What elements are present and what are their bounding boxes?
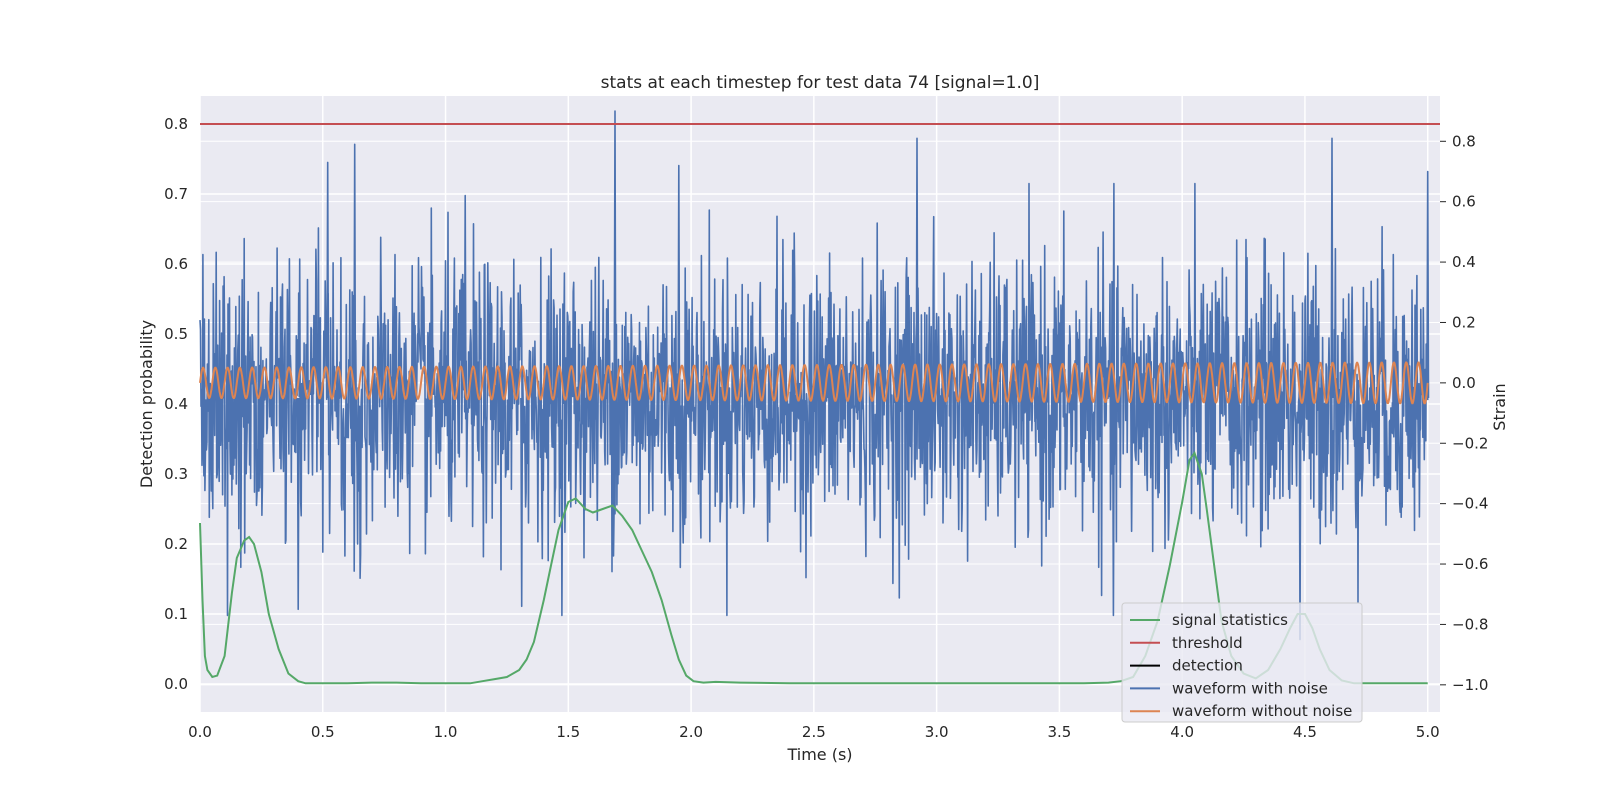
y-tick-label: 0.6: [164, 255, 188, 273]
x-tick-label: 2.5: [802, 723, 826, 741]
y-tick-label: 0.0: [164, 675, 188, 693]
y2-tick-label: 0.0: [1452, 374, 1476, 392]
y-tick-label: 0.2: [164, 535, 188, 553]
series-waveform-with-noise: [199, 110, 1430, 641]
left-axis: 0.0 0.1 0.2 0.3 0.4 0.5 0.6 0.7 0.8: [164, 115, 188, 693]
y-tick-label: 0.4: [164, 395, 188, 413]
bottom-axis: 0.0 0.5 1.0 1.5 2.0 2.5 3.0 3.5 4.0 4.5 5.0: [188, 723, 1440, 741]
x-tick-label: 1.0: [434, 723, 458, 741]
y-axis-label: Detection probability: [137, 320, 156, 488]
y-tick-label: 0.1: [164, 605, 188, 623]
y-tick-label: 0.3: [164, 465, 188, 483]
y-tick-label: 0.7: [164, 185, 188, 203]
y2-tick-label: −0.4: [1452, 495, 1488, 513]
chart-title: stats at each timestep for test data 74 …: [601, 73, 1040, 93]
x-tick-label: 0.0: [188, 723, 212, 741]
right-axis: −1.0 −0.8 −0.6 −0.4 −0.2 0.0 0.2 0.4 0.6 0.8: [1440, 132, 1488, 694]
legend-label: waveform without noise: [1172, 702, 1352, 720]
y2-tick-label: −0.2: [1452, 434, 1488, 452]
x-tick-label: 5.0: [1416, 723, 1440, 741]
x-tick-label: 4.0: [1170, 723, 1194, 741]
y2-tick-label: 0.6: [1452, 193, 1476, 211]
y2-tick-label: 0.2: [1452, 313, 1476, 331]
x-tick-label: 3.0: [925, 723, 949, 741]
y-tick-label: 0.8: [164, 115, 188, 133]
y2-tick-label: −1.0: [1452, 676, 1488, 694]
legend-label: detection: [1172, 657, 1243, 675]
x-tick-label: 3.5: [1047, 723, 1071, 741]
y-tick-label: 0.5: [164, 325, 188, 343]
legend-label: signal statistics: [1172, 611, 1288, 629]
legend: signal statistics threshold detection wavef…: [1121, 602, 1363, 723]
x-tick-label: 2.0: [679, 723, 703, 741]
series-waveform-without-noise: [199, 361, 1429, 405]
x-tick-label: 0.5: [311, 723, 335, 741]
y2-tick-label: −0.8: [1452, 615, 1488, 633]
y2-tick-label: 0.8: [1452, 132, 1476, 150]
x-axis-label: Time (s): [786, 745, 852, 764]
legend-label: waveform with noise: [1172, 679, 1328, 697]
y2-tick-label: −0.6: [1452, 555, 1488, 573]
x-tick-label: 4.5: [1293, 723, 1317, 741]
x-tick-label: 1.5: [556, 723, 580, 741]
y2-axis-label: Strain: [1490, 383, 1509, 430]
y2-tick-label: 0.4: [1452, 253, 1476, 271]
legend-label: threshold: [1172, 634, 1243, 652]
legend-box: [1121, 602, 1363, 723]
